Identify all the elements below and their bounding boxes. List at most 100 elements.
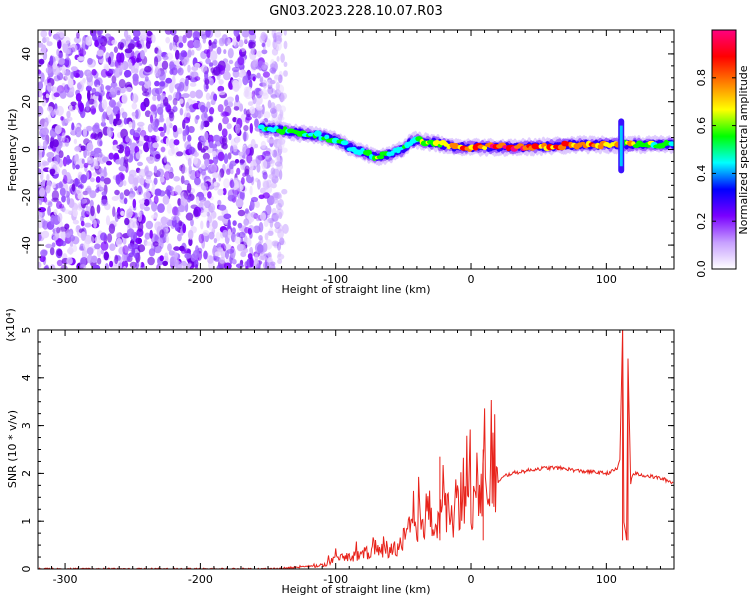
noise-blob xyxy=(102,156,109,163)
noise-blob xyxy=(136,175,144,184)
noise-blob xyxy=(64,69,71,81)
noise-blob xyxy=(167,94,173,101)
noise-blob xyxy=(113,46,118,53)
noise-blob xyxy=(77,56,85,61)
noise-blob xyxy=(47,114,52,123)
noise-blob xyxy=(51,146,56,152)
noise-blob xyxy=(190,253,196,262)
noise-blob xyxy=(177,86,181,94)
noise-blob xyxy=(275,155,281,163)
noise-blob xyxy=(128,121,133,128)
noise-blob xyxy=(124,217,130,226)
noise-blob xyxy=(189,90,196,99)
noise-blob xyxy=(223,262,232,269)
noise-blob xyxy=(243,125,249,132)
snr-panel: -300 -200 -100 0 100 0 1 2 3 4 5 Height of straig… xyxy=(4,308,675,596)
noise-blob xyxy=(144,110,151,118)
noise-blob xyxy=(64,209,71,214)
y-tick-label: 2 xyxy=(20,470,33,477)
noise-blob xyxy=(249,247,253,254)
noise-blob xyxy=(281,147,288,153)
noise-blob xyxy=(56,249,63,257)
noise-blob xyxy=(169,256,176,267)
noise-blob xyxy=(283,61,288,67)
noise-blob xyxy=(144,76,149,82)
noise-blob xyxy=(39,255,46,263)
noise-blob xyxy=(223,213,232,220)
noise-blob xyxy=(120,42,125,49)
noise-blob xyxy=(164,30,173,35)
noise-blob xyxy=(93,152,100,158)
noise-blob xyxy=(100,121,107,127)
snr-y-label: SNR (10 * v/v) xyxy=(6,410,19,488)
noise-blob xyxy=(221,137,226,143)
noise-blob xyxy=(86,247,94,256)
noise-blob xyxy=(164,252,169,261)
noise-blob xyxy=(60,240,67,247)
noise-blob xyxy=(277,113,283,122)
noise-blob xyxy=(119,86,126,94)
noise-blob xyxy=(96,49,104,57)
noise-blob xyxy=(265,204,272,216)
noise-blob xyxy=(249,256,254,268)
noise-blob xyxy=(117,65,122,73)
noise-blob xyxy=(172,97,178,106)
noise-blob xyxy=(80,174,88,184)
noise-blob xyxy=(204,78,210,86)
noise-blob xyxy=(111,39,118,45)
noise-blob xyxy=(205,92,211,101)
x-tick-label: -300 xyxy=(53,273,78,286)
noise-blob xyxy=(277,258,283,264)
noise-blob xyxy=(256,244,264,253)
noise-blob xyxy=(195,115,200,120)
noise-blob xyxy=(178,52,185,61)
noise-blob xyxy=(78,49,87,57)
noise-blob xyxy=(250,196,259,203)
noise-blob xyxy=(232,220,237,227)
noise-blob xyxy=(282,223,289,234)
noise-blob xyxy=(262,71,270,78)
spectrogram-x-ticks: -300 -200 -100 0 100 xyxy=(37,30,675,286)
noise-blob xyxy=(49,168,56,175)
spectrogram-y-ticks: -40 -20 0 20 40 xyxy=(20,29,674,270)
noise-blob xyxy=(171,189,175,197)
noise-blob xyxy=(109,243,116,251)
noise-blob xyxy=(117,110,121,119)
noise-blob xyxy=(162,55,169,61)
noise-blob xyxy=(39,187,46,198)
noise-blob xyxy=(173,34,180,43)
noise-blob xyxy=(63,84,70,93)
noise-blob xyxy=(275,31,283,38)
noise-blob xyxy=(38,69,42,75)
noise-blob xyxy=(244,35,248,44)
noise-blob xyxy=(222,229,228,238)
noise-blob xyxy=(202,230,210,237)
noise-blob xyxy=(59,90,67,99)
noise-blob xyxy=(218,171,222,182)
noise-blob xyxy=(93,147,102,154)
noise-blob xyxy=(201,112,208,122)
noise-blob xyxy=(212,66,221,76)
noise-blob xyxy=(127,243,135,249)
noise-blob xyxy=(152,142,159,149)
noise-blob xyxy=(275,40,282,51)
noise-blob xyxy=(92,124,100,133)
colorbar-tick-label: 0.8 xyxy=(695,69,708,87)
noise-blob xyxy=(68,104,73,111)
noise-blob xyxy=(236,167,241,175)
noise-blob xyxy=(38,58,45,65)
snr-multiplier: (x10⁴) xyxy=(4,308,17,342)
noise-blob xyxy=(131,65,136,74)
noise-blob xyxy=(52,235,59,241)
noise-blob xyxy=(204,158,210,167)
noise-blob xyxy=(200,182,209,191)
noise-blob xyxy=(51,242,56,248)
noise-blob xyxy=(212,172,219,179)
noise-blob xyxy=(231,66,240,73)
noise-blob xyxy=(246,153,253,164)
noise-blob xyxy=(273,193,280,200)
noise-blob xyxy=(153,177,158,185)
noise-blob xyxy=(181,93,190,99)
noise-blob xyxy=(200,163,206,170)
noise-blob xyxy=(169,69,174,75)
